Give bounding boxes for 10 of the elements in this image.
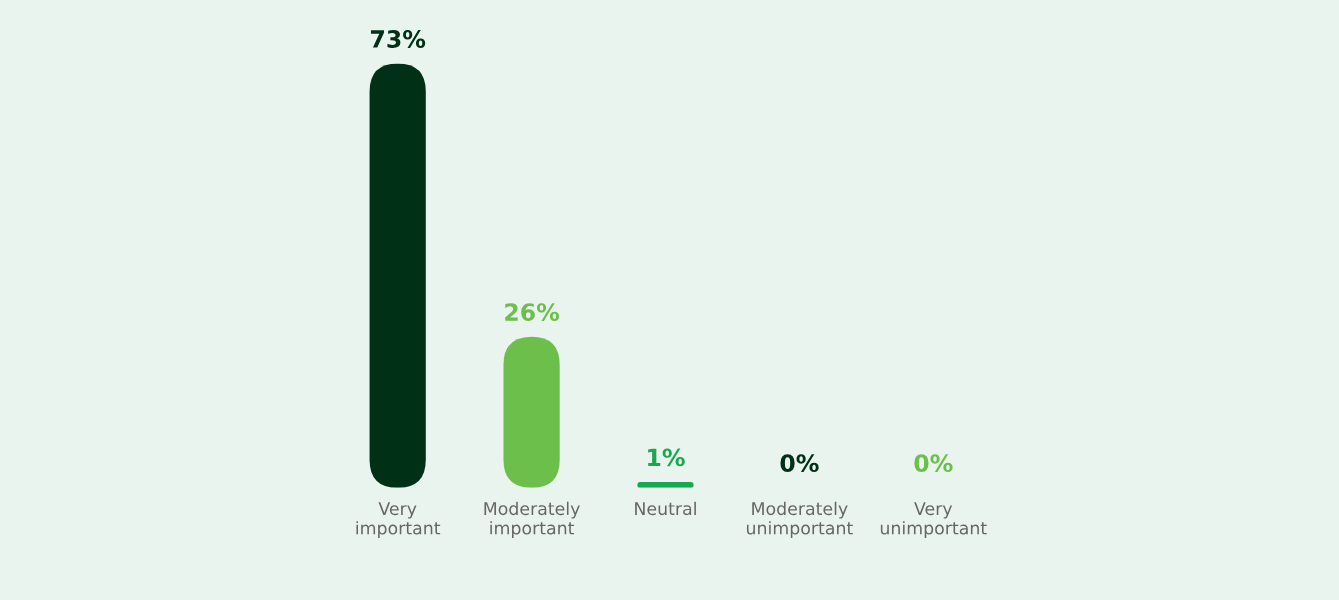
x-tick-label: Very unimportant [880,502,987,538]
data-label: 0% [914,454,953,473]
x-tick-label: Very important [356,502,441,538]
x-tick-label: Neutral [635,501,696,516]
data-label: 26% [505,303,560,322]
x-tick-label: Moderately unimportant [746,501,853,538]
data-label: 0% [780,454,819,473]
data-label: 73% [371,30,426,48]
x-tick-label: Moderately important [484,501,580,538]
data-label: 1% [648,448,685,467]
